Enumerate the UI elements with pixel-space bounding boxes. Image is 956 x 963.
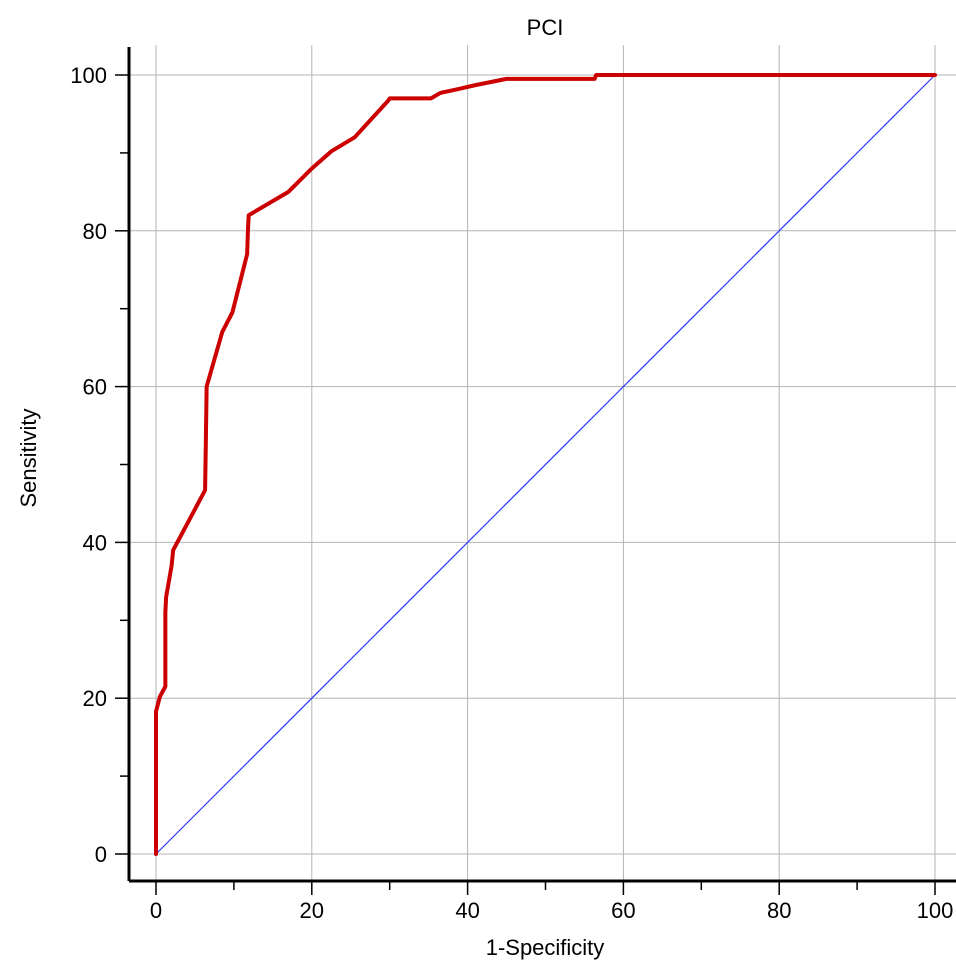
y-axis-title: Sensitivity <box>16 408 41 507</box>
roc-curve-line <box>154 73 937 856</box>
x-tick-label-100: 100 <box>917 898 954 923</box>
reference-diagonal-line <box>155 74 936 855</box>
y-tick-label-20: 20 <box>83 686 107 711</box>
ticks <box>115 74 936 895</box>
y-tick-label-60: 60 <box>83 375 107 400</box>
grid <box>129 45 956 881</box>
series-layer <box>154 73 937 856</box>
x-tick-label-0: 0 <box>150 898 162 923</box>
y-tick-label-40: 40 <box>83 530 107 555</box>
x-tick-label-60: 60 <box>611 898 635 923</box>
y-tick-label-100: 100 <box>70 63 107 88</box>
y-tick-label-80: 80 <box>83 219 107 244</box>
axes <box>127 47 956 883</box>
x-axis-title: 1-Specificity <box>486 935 605 960</box>
y-tick-label-0: 0 <box>95 842 107 867</box>
x-tick-label-20: 20 <box>300 898 324 923</box>
x-tick-label-40: 40 <box>455 898 479 923</box>
chart-title: PCI <box>527 15 564 40</box>
tick-labels: 0 20 40 60 80 100 0 20 40 60 80 100 <box>70 63 953 923</box>
x-tick-label-80: 80 <box>767 898 791 923</box>
